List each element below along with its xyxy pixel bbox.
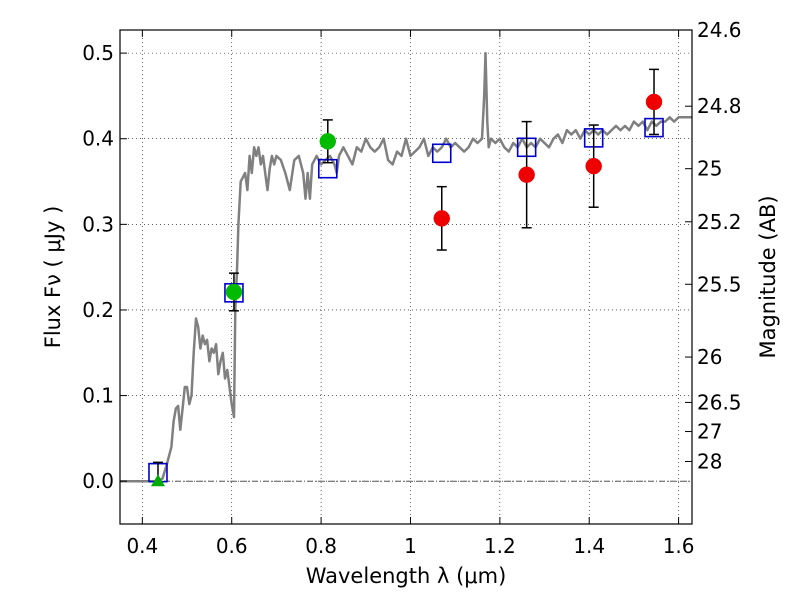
x-tick-label: 1	[404, 534, 417, 558]
x-axis-title: Wavelength λ (μm)	[306, 564, 507, 588]
right-y-tick-label: 25	[697, 157, 722, 181]
right-y-tick-label: 28	[697, 450, 722, 474]
red-detections-marker	[585, 157, 602, 175]
right-y-tick-label: 26.5	[697, 390, 742, 414]
y-tick-label: 0.5	[82, 41, 114, 65]
y-axis-right-title: Magnitude (AB)	[756, 195, 780, 358]
red-detections-marker	[518, 166, 535, 183]
spectrum-line	[120, 51, 692, 483]
y-tick-label: 0.4	[82, 127, 114, 151]
green-detections-marker	[225, 283, 243, 301]
right-y-tick-label: 24.8	[697, 94, 742, 118]
plot-frame	[119, 29, 693, 525]
x-tick-label: 0.6	[216, 534, 248, 558]
right-y-tick-label: 27	[697, 420, 722, 444]
y-tick-label: 0.3	[82, 212, 114, 236]
right-y-tick-label: 25.2	[697, 210, 742, 234]
red-detections-marker	[645, 93, 663, 111]
ticks: 0.4 0.6 0.8 1 1.2 1.4 1.6 0.0 0.1 0.2 0.3 0.4 0.5 24.…	[82, 18, 741, 558]
y-axis-title: Flux Fν ( μJy )	[41, 206, 65, 349]
x-tick-label: 0.4	[126, 534, 158, 558]
right-y-tick-label: 26	[697, 345, 722, 369]
red-detections-marker	[433, 210, 450, 227]
x-tick-label: 0.8	[305, 534, 337, 558]
right-y-tick-label: 25.5	[697, 272, 742, 296]
right-y-tick-label: 24.6	[697, 18, 742, 42]
plot-background	[120, 30, 692, 524]
upper-limit-triangle-marker	[150, 474, 165, 487]
y-tick-label: 0.0	[82, 469, 114, 493]
x-tick-label: 1.4	[573, 534, 605, 558]
chart-marks	[120, 51, 692, 487]
green-detections-marker	[319, 133, 337, 150]
model-square-marker	[431, 143, 452, 164]
x-tick-label: 1.2	[484, 534, 516, 558]
x-tick-label: 1.6	[663, 534, 695, 558]
y-tick-label: 0.1	[82, 384, 114, 408]
y-tick-label: 0.2	[82, 298, 114, 322]
